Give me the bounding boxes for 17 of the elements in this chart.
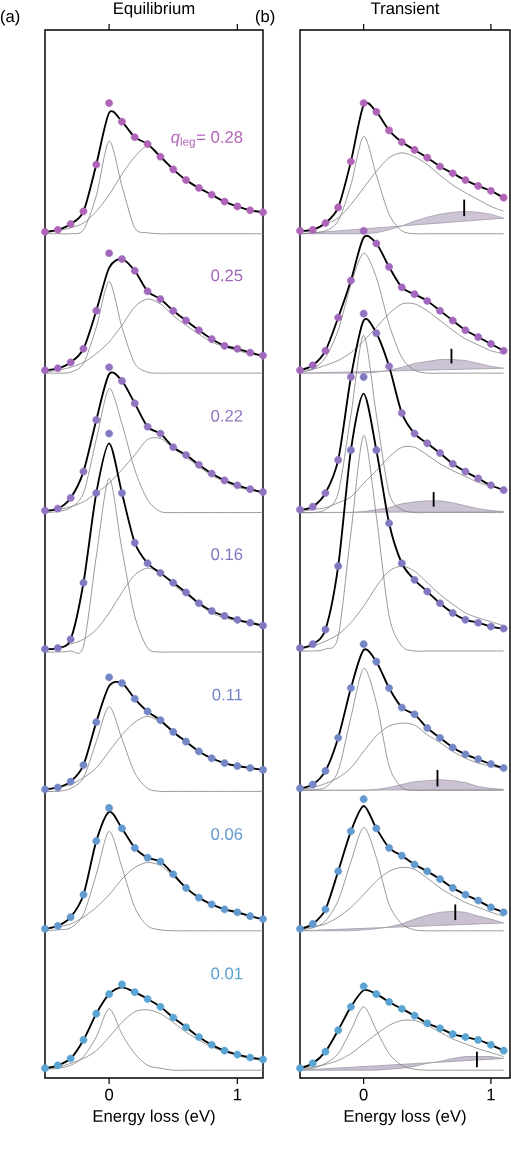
chart-title: Transient: [370, 1, 440, 15]
x-tick-label: 0: [105, 1088, 114, 1101]
text: 0.16: [211, 548, 243, 561]
x-tick-label: 1: [233, 1088, 242, 1101]
series-label: q$_{leg}$= 0.28: [171, 131, 243, 149]
text: 0.22: [211, 409, 243, 422]
text: 0.01: [211, 967, 243, 980]
text: (a): [0, 9, 20, 26]
x-axis-title: Energy loss (eV): [344, 1109, 466, 1126]
text: 0.25: [211, 269, 243, 282]
text: 0.11: [212, 688, 243, 701]
text: 0.06: [211, 828, 243, 840]
x-tick-label: 1: [487, 1088, 495, 1101]
text: (b): [255, 9, 275, 26]
chart-title: Equilibrium: [114, 1, 195, 18]
x-tick-label: 0: [359, 1088, 368, 1101]
x-axis-title: Energy loss (eV): [93, 1109, 215, 1126]
